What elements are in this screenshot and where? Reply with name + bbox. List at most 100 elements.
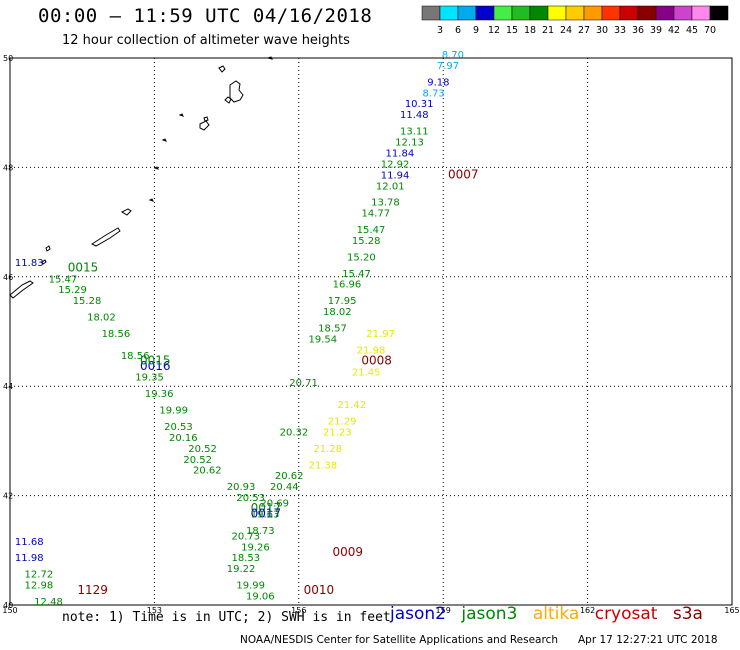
wave-height-value: 11.84 bbox=[386, 148, 415, 159]
map-frame bbox=[9, 57, 733, 606]
wave-height-value: 10.31 bbox=[405, 99, 434, 110]
wave-height-value: 11.94 bbox=[381, 170, 410, 181]
wave-height-value: 15.20 bbox=[347, 252, 376, 263]
scale-swatch bbox=[709, 5, 729, 21]
track-time-label: 0016 bbox=[140, 359, 171, 373]
island-outline bbox=[120, 208, 132, 216]
scale-label: 27 bbox=[578, 25, 590, 36]
wave-height-value: 18.56 bbox=[102, 329, 131, 340]
wave-height-value: 21.42 bbox=[337, 400, 366, 411]
wave-height-value: 20.93 bbox=[227, 482, 256, 493]
wave-height-value: 13.78 bbox=[371, 198, 400, 209]
map-subtitle: 12 hour collection of altimeter wave hei… bbox=[62, 33, 350, 48]
scale-label: 21 bbox=[542, 25, 554, 36]
wave-height-value: 20.69 bbox=[260, 499, 289, 510]
lat-tick-label: 44 bbox=[3, 382, 13, 391]
scale-label: 15 bbox=[506, 25, 518, 36]
wave-height-value: 21.98 bbox=[357, 345, 386, 356]
wave-height-value: 8.70 bbox=[442, 50, 464, 61]
wave-height-value: 20.52 bbox=[183, 455, 212, 466]
wave-height-value: 18.02 bbox=[323, 307, 352, 318]
track-time-label: 0015 bbox=[140, 353, 171, 367]
island-outline bbox=[218, 65, 226, 73]
wave-height-value: 11.83 bbox=[15, 258, 44, 269]
wave-height-value: 21.38 bbox=[309, 460, 338, 471]
island-outline bbox=[161, 138, 167, 142]
track-time-label: 0007 bbox=[448, 167, 479, 181]
wave-height-value: 15.29 bbox=[58, 285, 87, 296]
scale-label: 45 bbox=[686, 25, 698, 36]
axis-ticks: 150 153 156 159 162 165 40 42 44 48 50 46 bbox=[2, 54, 739, 615]
wave-height-value: 18.56 bbox=[121, 351, 150, 362]
lon-tick-label: 156 bbox=[291, 606, 306, 615]
wave-height-value: 14.77 bbox=[361, 209, 390, 220]
wave-height-value: 15.47 bbox=[342, 269, 371, 280]
wave-height-value: 15.28 bbox=[73, 296, 102, 307]
lat-tick-label: 40 bbox=[3, 601, 13, 610]
lat-tick-label: 50 bbox=[3, 54, 13, 63]
wave-height-value: 19.26 bbox=[241, 542, 270, 553]
wave-height-value: 20.62 bbox=[193, 466, 222, 477]
wave-height-value: 11.48 bbox=[400, 110, 429, 121]
scale-label: 70 bbox=[704, 25, 716, 36]
footer-note: note: 1) Time is in UTC; 2) SWH is in fe… bbox=[62, 610, 391, 625]
wave-height-value: 20.53 bbox=[164, 422, 193, 433]
wave-height-value: 20.16 bbox=[169, 433, 198, 444]
lon-tick-label: 153 bbox=[147, 606, 162, 615]
wave-height-value: 21.97 bbox=[366, 329, 395, 340]
island-outline bbox=[229, 80, 244, 103]
wave-height-value: 15.47 bbox=[357, 225, 386, 236]
wave-height-value: 11.68 bbox=[15, 537, 44, 548]
lat-lon-grid bbox=[9, 57, 733, 606]
wave-height-value: 17.95 bbox=[328, 296, 357, 307]
wave-height-value: 19.99 bbox=[236, 581, 265, 592]
track-time-label: 0017 bbox=[251, 506, 282, 520]
wave-height-value: 11.98 bbox=[15, 553, 44, 564]
wave-height-value: 19.99 bbox=[159, 406, 188, 417]
wave-height-value: 19.54 bbox=[309, 334, 338, 345]
scale-label: 18 bbox=[524, 25, 536, 36]
island-outline bbox=[148, 198, 154, 202]
map-title: 00:00 – 11:59 UTC 04/16/2018 bbox=[38, 5, 373, 27]
wave-height-value: 12.92 bbox=[381, 159, 410, 170]
wave-height-value: 15.47 bbox=[49, 274, 78, 285]
island-outline bbox=[153, 166, 159, 170]
scale-label: 30 bbox=[596, 25, 608, 36]
lat-tick-label: 46 bbox=[3, 273, 13, 282]
wave-height-value: 18.53 bbox=[232, 553, 261, 564]
island-outline bbox=[178, 113, 184, 117]
island-outline bbox=[90, 227, 121, 247]
wave-height-value: 9.18 bbox=[427, 77, 449, 88]
wave-height-value: 8.73 bbox=[422, 88, 444, 99]
wave-height-value: 12.72 bbox=[25, 570, 54, 581]
wave-height-value: 20.52 bbox=[188, 444, 217, 455]
wave-height-value: 18.57 bbox=[318, 324, 347, 335]
track-time-label: 0017 bbox=[251, 501, 282, 515]
wave-height-value: 20.73 bbox=[232, 531, 261, 542]
scale-label: 39 bbox=[650, 25, 662, 36]
satellite-legend: jason2 jason3 altika cryosat s3a bbox=[390, 604, 713, 624]
wave-height-value: 15.28 bbox=[352, 236, 381, 247]
island-outline bbox=[9, 280, 34, 299]
wave-height-value: 21.23 bbox=[323, 427, 352, 438]
satellite-cryosat: cryosat bbox=[594, 604, 658, 624]
wave-height-value: 21.29 bbox=[328, 416, 357, 427]
island-outline bbox=[224, 96, 232, 104]
wave-height-value: 20.71 bbox=[289, 378, 318, 389]
wave-height-value: 12.01 bbox=[376, 181, 405, 192]
island-outline bbox=[266, 56, 273, 60]
lon-tick-label: 159 bbox=[436, 606, 451, 615]
generated-timestamp: Apr 17 12:27:21 UTC 2018 bbox=[578, 634, 718, 646]
lat-tick-label: 42 bbox=[3, 492, 13, 501]
wave-height-value: 13.11 bbox=[400, 127, 429, 138]
lon-tick-label: 150 bbox=[2, 606, 17, 615]
scale-label: 24 bbox=[560, 25, 572, 36]
wave-height-value: 20.53 bbox=[236, 493, 265, 504]
wave-height-value: 20.32 bbox=[280, 427, 309, 438]
wave-height-value: 18.02 bbox=[87, 313, 116, 324]
satellite-jason2: jason2 bbox=[390, 604, 446, 624]
